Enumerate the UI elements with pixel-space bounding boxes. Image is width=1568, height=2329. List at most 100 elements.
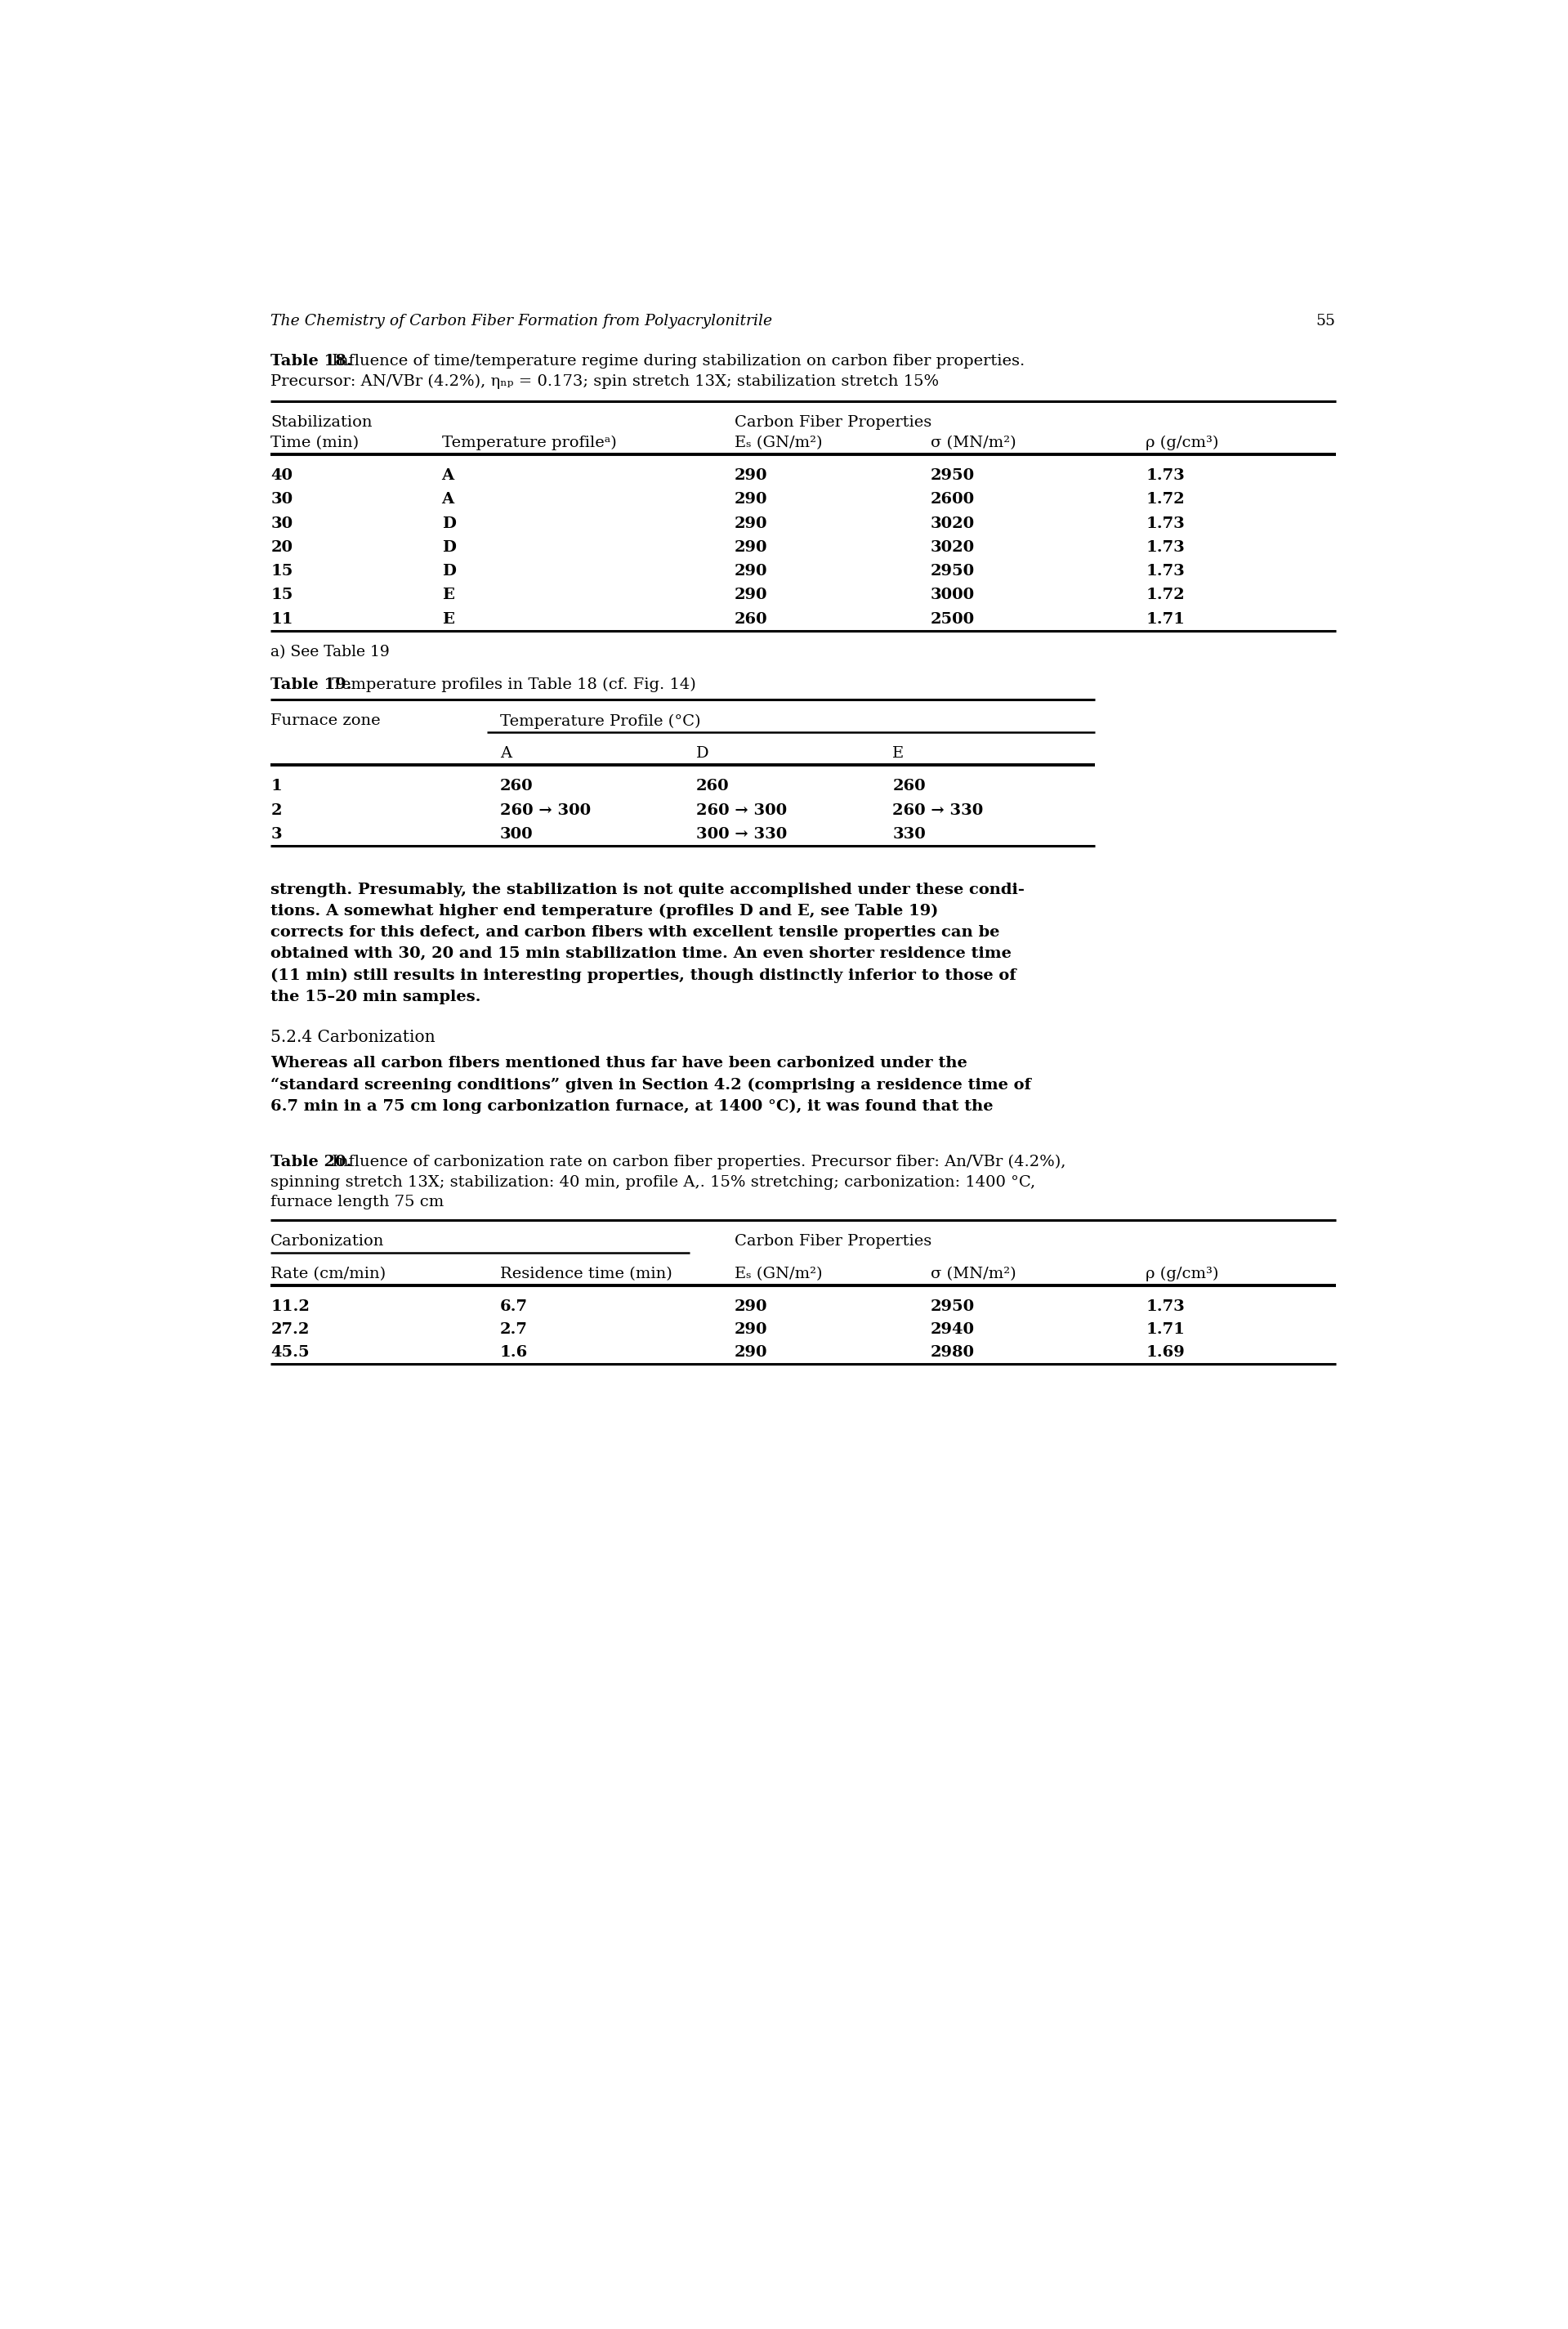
Text: Time (min): Time (min) xyxy=(271,436,359,449)
Text: 260 → 300: 260 → 300 xyxy=(500,804,591,817)
Text: Influence of time/temperature regime during stabilization on carbon fiber proper: Influence of time/temperature regime dur… xyxy=(326,354,1024,368)
Text: D: D xyxy=(442,540,456,554)
Text: E: E xyxy=(442,613,453,627)
Text: the 15–20 min samples.: the 15–20 min samples. xyxy=(271,990,481,1004)
Text: 260: 260 xyxy=(892,780,925,794)
Text: 55: 55 xyxy=(1316,314,1336,328)
Text: 6.7: 6.7 xyxy=(500,1300,528,1314)
Text: 1.73: 1.73 xyxy=(1146,468,1185,482)
Text: 2980: 2980 xyxy=(930,1344,975,1360)
Text: “standard screening conditions” given in Section 4.2 (comprising a residence tim: “standard screening conditions” given in… xyxy=(271,1078,1032,1092)
Text: 2950: 2950 xyxy=(930,1300,975,1314)
Text: 15: 15 xyxy=(271,564,293,578)
Text: 3020: 3020 xyxy=(930,517,975,531)
Text: Table 19.: Table 19. xyxy=(271,678,353,692)
Text: 3020: 3020 xyxy=(930,540,975,554)
Text: Stabilization: Stabilization xyxy=(271,415,373,431)
Text: 290: 290 xyxy=(734,1323,767,1337)
Text: 1.71: 1.71 xyxy=(1146,1323,1185,1337)
Text: 11.2: 11.2 xyxy=(271,1300,310,1314)
Text: 300: 300 xyxy=(500,827,533,841)
Text: 2950: 2950 xyxy=(930,564,975,578)
Text: a) See Table 19: a) See Table 19 xyxy=(271,645,390,659)
Text: furnace length 75 cm: furnace length 75 cm xyxy=(271,1195,444,1209)
Text: spinning stretch 13X; stabilization: 40 min, profile A,. 15% stretching; carboni: spinning stretch 13X; stabilization: 40 … xyxy=(271,1174,1035,1190)
Text: 2: 2 xyxy=(271,804,282,817)
Text: 1: 1 xyxy=(271,780,282,794)
Text: 290: 290 xyxy=(734,587,767,603)
Text: 290: 290 xyxy=(734,517,767,531)
Text: 5.2.4 Carbonization: 5.2.4 Carbonization xyxy=(271,1029,436,1046)
Text: E: E xyxy=(442,587,453,603)
Text: 260: 260 xyxy=(734,613,767,627)
Text: The Chemistry of Carbon Fiber Formation from Polyacrylonitrile: The Chemistry of Carbon Fiber Formation … xyxy=(271,314,773,328)
Text: 260: 260 xyxy=(696,780,729,794)
Text: 15: 15 xyxy=(271,587,293,603)
Text: 1.73: 1.73 xyxy=(1146,564,1185,578)
Text: 45.5: 45.5 xyxy=(271,1344,309,1360)
Text: 1.69: 1.69 xyxy=(1146,1344,1185,1360)
Text: 290: 290 xyxy=(734,491,767,508)
Text: tions. A somewhat higher end temperature (profiles D and E, see Table 19): tions. A somewhat higher end temperature… xyxy=(271,904,939,918)
Text: 30: 30 xyxy=(271,491,293,508)
Text: Table 20.: Table 20. xyxy=(271,1155,351,1169)
Text: 1.73: 1.73 xyxy=(1146,517,1185,531)
Text: A: A xyxy=(442,491,455,508)
Text: 30: 30 xyxy=(271,517,293,531)
Text: A: A xyxy=(500,745,511,762)
Text: 260 → 330: 260 → 330 xyxy=(892,804,983,817)
Text: 1.72: 1.72 xyxy=(1146,491,1185,508)
Text: 2950: 2950 xyxy=(930,468,975,482)
Text: D: D xyxy=(442,517,456,531)
Text: Carbon Fiber Properties: Carbon Fiber Properties xyxy=(734,1234,931,1248)
Text: Whereas all carbon fibers mentioned thus far have been carbonized under the: Whereas all carbon fibers mentioned thus… xyxy=(271,1055,967,1071)
Text: Residence time (min): Residence time (min) xyxy=(500,1267,673,1281)
Text: 2.7: 2.7 xyxy=(500,1323,528,1337)
Text: D: D xyxy=(442,564,456,578)
Text: 290: 290 xyxy=(734,1300,767,1314)
Text: 290: 290 xyxy=(734,468,767,482)
Text: Temperature profiles in Table 18 (cf. Fig. 14): Temperature profiles in Table 18 (cf. Fi… xyxy=(326,678,696,692)
Text: D: D xyxy=(696,745,709,762)
Text: 40: 40 xyxy=(271,468,293,482)
Text: 290: 290 xyxy=(734,1344,767,1360)
Text: 290: 290 xyxy=(734,564,767,578)
Text: 330: 330 xyxy=(892,827,925,841)
Text: 11: 11 xyxy=(271,613,293,627)
Text: Carbon Fiber Properties: Carbon Fiber Properties xyxy=(734,415,931,431)
Text: Precursor: AN/VBr (4.2%), ηₙₚ = 0.173; spin stretch 13X; stabilization stretch 1: Precursor: AN/VBr (4.2%), ηₙₚ = 0.173; s… xyxy=(271,375,939,389)
Text: σ (MN/m²): σ (MN/m²) xyxy=(930,1267,1016,1281)
Text: Table 18.: Table 18. xyxy=(271,354,353,368)
Text: Eₛ (GN/m²): Eₛ (GN/m²) xyxy=(734,436,822,449)
Text: Carbonization: Carbonization xyxy=(271,1234,384,1248)
Text: corrects for this defect, and carbon fibers with excellent tensile properties ca: corrects for this defect, and carbon fib… xyxy=(271,925,1000,941)
Text: Furnace zone: Furnace zone xyxy=(271,713,381,729)
Text: 300 → 330: 300 → 330 xyxy=(696,827,787,841)
Text: Temperature Profile (°C): Temperature Profile (°C) xyxy=(500,713,701,729)
Text: 2500: 2500 xyxy=(930,613,975,627)
Text: 1.73: 1.73 xyxy=(1146,1300,1185,1314)
Text: Temperature profileᵃ): Temperature profileᵃ) xyxy=(442,436,616,449)
Text: Rate (cm/min): Rate (cm/min) xyxy=(271,1267,386,1281)
Text: 290: 290 xyxy=(734,540,767,554)
Text: obtained with 30, 20 and 15 min stabilization time. An even shorter residence ti: obtained with 30, 20 and 15 min stabiliz… xyxy=(271,946,1011,962)
Text: strength. Presumably, the stabilization is not quite accomplished under these co: strength. Presumably, the stabilization … xyxy=(271,883,1025,897)
Text: 1.72: 1.72 xyxy=(1146,587,1185,603)
Text: 1.6: 1.6 xyxy=(500,1344,528,1360)
Text: 1.71: 1.71 xyxy=(1146,613,1185,627)
Text: ρ (g/cm³): ρ (g/cm³) xyxy=(1146,436,1218,449)
Text: 3000: 3000 xyxy=(930,587,975,603)
Text: Influence of carbonization rate on carbon fiber properties. Precursor fiber: An/: Influence of carbonization rate on carbo… xyxy=(326,1155,1065,1169)
Text: 20: 20 xyxy=(271,540,293,554)
Text: Eₛ (GN/m²): Eₛ (GN/m²) xyxy=(734,1267,822,1281)
Text: 1.73: 1.73 xyxy=(1146,540,1185,554)
Text: 3: 3 xyxy=(271,827,282,841)
Text: 27.2: 27.2 xyxy=(271,1323,309,1337)
Text: E: E xyxy=(892,745,905,762)
Text: σ (MN/m²): σ (MN/m²) xyxy=(930,436,1016,449)
Text: 2600: 2600 xyxy=(930,491,975,508)
Text: (11 min) still results in interesting properties, though distinctly inferior to : (11 min) still results in interesting pr… xyxy=(271,969,1016,983)
Text: 2940: 2940 xyxy=(930,1323,975,1337)
Text: 260 → 300: 260 → 300 xyxy=(696,804,787,817)
Text: ρ (g/cm³): ρ (g/cm³) xyxy=(1146,1267,1218,1281)
